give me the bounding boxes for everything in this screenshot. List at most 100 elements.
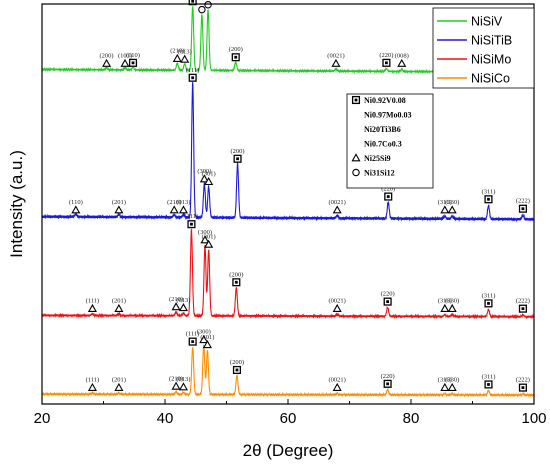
x-tick-label-60: 60 — [280, 410, 297, 427]
peak-label-NiSiTiB-4: (111) — [186, 67, 200, 74]
peak-marker-NiSiMo-1 — [114, 303, 124, 313]
peak-marker-NiSiTiB-13-center — [521, 207, 525, 211]
x-axis-title: 2θ (Degree) — [243, 441, 334, 460]
phase-legend-label-2: Ni20Ti3B6 — [364, 125, 401, 134]
peak-label-NiSiTiB-6: (301) — [202, 171, 216, 178]
peak-marker-NiSiMo-4-center — [190, 222, 193, 226]
peak-marker-NiSiCo-4-center — [191, 340, 195, 344]
peak-label-NiSiV-1: (101) — [118, 53, 132, 60]
peak-marker-NiSiCo-10 — [440, 382, 450, 391]
peak-marker-NiSiV-11 — [397, 58, 407, 67]
peak-marker-NiSiCo-13-center — [521, 386, 525, 390]
x-axis-ticks: 20 40 60 80 100 — [34, 399, 547, 427]
peak-marker-NiSiCo-8 — [332, 382, 342, 391]
peak-marker-NiSiTiB-1 — [114, 205, 124, 214]
peak-marker-NiSiCo-3 — [178, 382, 188, 391]
peak-label-NiSiMo-4: (111) — [185, 213, 199, 220]
peak-marker-NiSiMo-0 — [87, 303, 97, 313]
peak-label-NiSiTiB-7: (200) — [231, 148, 245, 155]
peak-label-NiSiMo-0: (111) — [86, 298, 100, 305]
peak-marker-NiSiV-1 — [120, 58, 130, 67]
peak-label-NiSiMo-7: (200) — [229, 271, 243, 278]
peak-marker-NiSiTiB-0 — [71, 205, 81, 214]
peak-label-NiSiCo-7: (200) — [230, 359, 244, 366]
peak-marker-NiSiV-7 — [204, 0, 212, 9]
peak-marker-NiSiTiB-8 — [332, 205, 342, 214]
series-line-NiSiMo — [41, 228, 535, 320]
peak-marker-NiSiCo-6 — [202, 340, 212, 349]
peak-marker-NiSiV-10-center — [385, 61, 388, 65]
peak-label-NiSiTiB-1: (201) — [112, 199, 126, 206]
peak-label-NiSiCo-12: (311) — [482, 373, 496, 380]
peak-label-NiSiCo-2: (210) — [169, 375, 183, 382]
peak-marker-NiSiCo-5 — [199, 335, 209, 344]
peak-marker-NiSiMo-10 — [440, 303, 450, 313]
phase-legend-label-4: Ni25Si9 — [364, 154, 391, 163]
peak-marker-NiSiTiB-11 — [447, 205, 457, 214]
peak-marker-NiSiTiB-4-center — [191, 76, 195, 80]
peak-label-NiSiV-3: (210) — [170, 48, 184, 55]
phase-legend-items: Ni0.92V0.08 Ni0.97Mo0.03 Ni20Ti3B6 Ni0.7Co0… — [351, 95, 412, 178]
peak-label-NiSiV-8: (200) — [229, 46, 243, 53]
x-tick-label-40: 40 — [157, 410, 174, 427]
series-legend-items: NiSiV NiSiTiB NiSiMo NiSiCo — [437, 15, 512, 86]
peak-marker-NiSiCo-7-center — [235, 368, 239, 372]
peak-label-NiSiV-0: (200) — [100, 53, 114, 60]
peak-marker-NiSiTiB-6 — [204, 176, 214, 186]
peak-marker-NiSiCo-9-center — [386, 382, 390, 386]
peak-marker-NiSiMo-12-center — [487, 301, 490, 305]
peak-label-NiSiCo-10: (316) — [438, 377, 452, 384]
peak-label-NiSiCo-5: (300) — [197, 329, 211, 336]
peak-marker-NiSiMo-9-center — [386, 300, 390, 304]
peak-label-NiSiMo-13: (222) — [516, 298, 530, 305]
peak-label-NiSiMo-8: (0021) — [329, 298, 346, 305]
series-line-NiSiCo — [41, 344, 535, 398]
peak-marker-NiSiV-5-center — [191, 0, 195, 3]
peak-marker-NiSiV-8-center — [234, 55, 238, 59]
peak-label-NiSiV-10: (220) — [379, 52, 393, 59]
peak-label-NiSiV-11: (008) — [395, 53, 409, 60]
peak-marker-NiSiMo-2 — [171, 302, 181, 311]
peak-label-NiSiMo-5: (300) — [198, 229, 212, 236]
phase-legend-box: Ni0.92V0.08 Ni0.97Mo0.03 Ni20Ti3B6 Ni0.7Co0… — [346, 93, 434, 189]
peak-marker-NiSiCo-2 — [171, 381, 181, 390]
peak-marker-NiSiV-9 — [331, 58, 341, 67]
phase-legend-symbol-4 — [351, 153, 361, 162]
x-tick-label-100: 100 — [521, 410, 546, 427]
peak-label-NiSiTiB-0: (110) — [69, 199, 83, 206]
peak-label-NiSiMo-3: (013) — [176, 297, 190, 304]
peak-marker-NiSiMo-6 — [204, 239, 214, 248]
peak-label-NiSiMo-10: (316) — [438, 298, 452, 305]
peak-label-NiSiCo-8: (0021) — [329, 377, 346, 384]
peak-label-NiSiV-4: (013) — [178, 48, 192, 55]
peak-label-NiSiMo-2: (210) — [169, 296, 183, 303]
peak-label-NiSiCo-0: (111) — [86, 377, 100, 384]
peak-marker-NiSiV-4 — [180, 54, 190, 63]
peak-label-NiSiTiB-8: (0021) — [329, 199, 346, 206]
peak-label-NiSiTiB-5: (300) — [197, 168, 211, 175]
peak-label-NiSiV-7: (031) — [201, 0, 215, 1]
peak-label-NiSiTiB-9: (220) — [381, 186, 395, 193]
legend-label-NiSiMo: NiSiMo — [471, 53, 511, 67]
phase-legend-label-0: Ni0.92V0.08 — [364, 96, 406, 105]
phase-legend-frame — [346, 93, 434, 189]
phase-legend-symbol-5 — [352, 168, 360, 177]
peak-label-NiSiCo-3: (013) — [176, 376, 190, 383]
peak-marker-NiSiCo-0 — [87, 382, 97, 391]
peak-marker-NiSiV-6 — [198, 5, 206, 14]
peak-marker-NiSiMo-11 — [447, 303, 457, 313]
peak-label-NiSiMo-9: (220) — [381, 291, 395, 298]
peak-label-NiSiCo-11: (330) — [445, 377, 459, 384]
phase-legend-symbol-0-center — [354, 98, 358, 102]
peak-marker-NiSiV-3 — [172, 53, 182, 62]
series-line-NiSiTiB — [41, 81, 535, 223]
peak-marker-NiSiTiB-5 — [199, 174, 209, 183]
phase-legend-label-5: Ni31Si12 — [364, 169, 395, 178]
peak-label-NiSiTiB-3: (013) — [176, 199, 190, 206]
peak-label-NiSiV-9: (0021) — [327, 53, 344, 60]
series-legend-box: NiSiV NiSiTiB NiSiMo NiSiCo — [432, 7, 535, 89]
peak-label-NiSiCo-4: (111) — [186, 331, 200, 338]
peak-label-NiSiTiB-11: (330) — [445, 199, 459, 206]
peak-marker-NiSiMo-8 — [332, 303, 342, 313]
